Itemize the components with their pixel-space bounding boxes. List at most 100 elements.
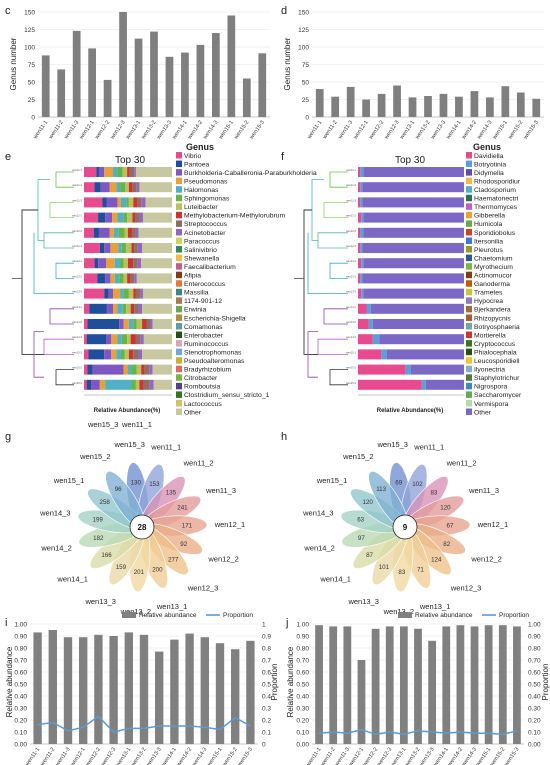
y-tick-label: 100 (24, 45, 35, 52)
legend-label: Paracoccus (184, 238, 220, 245)
row-label: wen15-3 (346, 381, 357, 385)
legend-swatch (466, 288, 472, 296)
legend-label: Vermispora (474, 401, 509, 408)
bar-segment (138, 227, 172, 238)
legend-label: Massilia (184, 290, 209, 297)
y2-tick-label: 0.30 (528, 706, 541, 713)
legend-label: Pantoea (184, 161, 210, 168)
tree-branch (33, 331, 44, 378)
row-label: wen13-2 (346, 274, 357, 278)
y-tick-label: 75 (28, 62, 36, 69)
bar-segment (105, 273, 111, 284)
tree-branch (55, 369, 74, 386)
bar (134, 38, 143, 117)
bar (196, 44, 205, 117)
bar-segment (110, 273, 115, 284)
tree-branch (323, 308, 348, 325)
bar (258, 53, 267, 117)
tree-branch (329, 171, 348, 188)
bar-segment (84, 197, 103, 208)
bar-segment (135, 288, 141, 299)
legend-label: Phialocephala (474, 349, 517, 356)
bar-segment (132, 212, 136, 223)
bar (428, 640, 437, 744)
tree-branch (329, 369, 348, 386)
legend-swatch (466, 211, 472, 219)
row-label: wen13-1 (72, 259, 83, 263)
petal-label: wen13_3 (347, 597, 378, 606)
legend-swatch (176, 340, 182, 347)
bar (532, 98, 541, 117)
bar-segment (143, 379, 150, 390)
bar-segment (84, 212, 99, 223)
bar (181, 52, 189, 117)
stacked-bar-chart-f: Top 30 Relative Abundance(%) Genus wen11… (294, 142, 522, 416)
y-tick-label: 0.50 (14, 682, 27, 689)
bar-segment (110, 243, 119, 253)
bar (501, 86, 510, 117)
bar-segment (120, 197, 127, 208)
legend-swatch (466, 169, 472, 176)
bar (484, 625, 493, 744)
bar-segment (411, 364, 464, 375)
petal-value: 135 (166, 490, 177, 497)
petal-value: 83 (430, 490, 437, 497)
petal-value: 201 (134, 569, 145, 576)
tree-branch (49, 308, 74, 325)
legend-label: Cryptococcus (474, 341, 516, 348)
bar-segment (126, 303, 131, 314)
y2-axis-label: Proportion (541, 664, 550, 701)
y-tick-label: 0.10 (14, 730, 27, 737)
y-tick-label: 0.80 (296, 646, 309, 653)
bar-segment (109, 227, 114, 238)
row-label: wen15-1 (72, 350, 83, 354)
bar-segment (121, 334, 128, 345)
y-axis-label: Relative abundance (286, 646, 295, 717)
bar-segment (123, 273, 128, 284)
bar-segment (360, 243, 363, 253)
legend-label: Enterobacter (184, 332, 224, 339)
y-tick-label: 0 (31, 115, 35, 122)
bar (155, 651, 164, 744)
bar-segment (360, 182, 363, 193)
bar-segment (104, 243, 111, 253)
bar-segment (96, 167, 99, 177)
bar-segment (109, 182, 117, 193)
y-tick-label: 125 (24, 27, 35, 34)
bar-segment (372, 334, 380, 345)
bar (119, 12, 127, 117)
bar-segment (136, 182, 140, 193)
bar-segment (361, 212, 364, 223)
bar-segment (142, 288, 172, 299)
panel-label-e: e (5, 151, 11, 163)
legend-swatch (466, 246, 472, 253)
legend-label: Ilyonectria (474, 367, 505, 374)
bar-segment (358, 379, 422, 390)
legend-swatch (176, 228, 182, 236)
bar-segment (141, 197, 146, 208)
bar (315, 89, 324, 117)
legend-label: Luteibacter (184, 204, 218, 211)
bar-segment (142, 349, 172, 360)
x-axis-label: Relative Abundance(%) (377, 408, 443, 414)
bar-segment (87, 364, 93, 375)
legend-label: Cladosporium (474, 187, 516, 194)
bar-segment (128, 319, 134, 329)
y2-tick-label: 0.4 (262, 694, 271, 701)
row-label: wen11-3 (72, 198, 82, 202)
bar (439, 93, 448, 117)
petal-value: 113 (376, 486, 386, 493)
y-axis-label: Relative abundance (5, 646, 14, 717)
bar-segment (118, 227, 125, 238)
row-label: wen12-1 (72, 214, 83, 218)
y-axis-label: Genus number (283, 37, 292, 90)
bar-segment (133, 349, 139, 360)
legend-label: Saccharomycer (474, 392, 522, 399)
petal-value: 83 (398, 569, 405, 576)
petal-label: wen14_3 (302, 508, 333, 517)
petal-value: 69 (395, 480, 402, 487)
legend-label: Streptococcus (184, 221, 228, 228)
bar-segment (150, 319, 153, 329)
legend-swatch (176, 408, 182, 415)
bar-segment (140, 334, 144, 345)
